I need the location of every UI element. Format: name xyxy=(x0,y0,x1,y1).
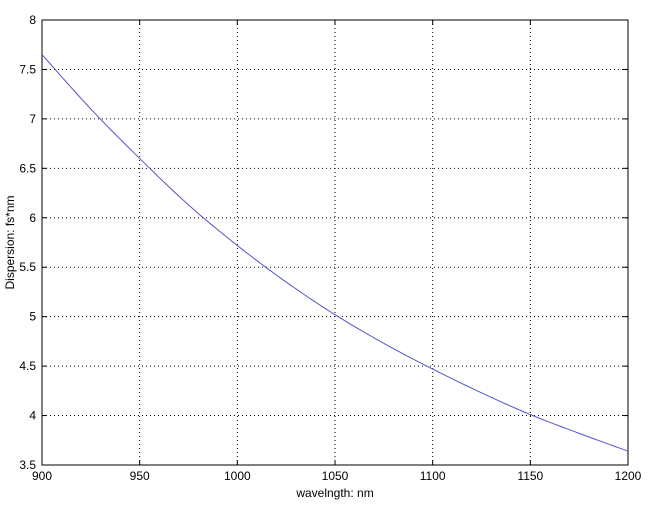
y-tick-label: 5.5 xyxy=(19,260,36,274)
y-axis-label: Dispersion: fs*nm xyxy=(3,195,17,289)
x-axis-label: wavelngth: nm xyxy=(295,486,373,500)
x-tick-label: 900 xyxy=(32,469,52,483)
x-tick-label: 1000 xyxy=(224,469,251,483)
y-tick-label: 3.5 xyxy=(19,458,36,472)
y-tick-label: 4.5 xyxy=(19,359,36,373)
dispersion-series-line xyxy=(41,54,629,452)
y-tick-label: 5 xyxy=(29,310,36,324)
x-tick-labels: 900 950 1000 1050 1100 1150 1200 xyxy=(32,469,642,483)
y-tick-label: 4 xyxy=(29,409,36,423)
x-tick-label: 1150 xyxy=(517,469,543,483)
x-tick-label: 950 xyxy=(130,469,150,483)
plot-frame xyxy=(41,19,629,466)
x-tick-label: 1050 xyxy=(322,469,349,483)
y-tick-label: 7.5 xyxy=(19,62,36,76)
axis-ticks xyxy=(41,19,629,466)
y-tick-label: 8 xyxy=(29,13,36,27)
y-tick-label: 6 xyxy=(29,211,36,225)
y-tick-label: 6.5 xyxy=(19,161,36,175)
x-tick-label: 1200 xyxy=(615,469,642,483)
y-tick-label: 7 xyxy=(29,112,36,126)
x-tick-label: 1100 xyxy=(420,469,446,483)
y-tick-labels: 3.5 4 4.5 5 5.5 6 6.5 7 7.5 8 xyxy=(19,13,36,472)
grid-lines xyxy=(42,20,628,465)
